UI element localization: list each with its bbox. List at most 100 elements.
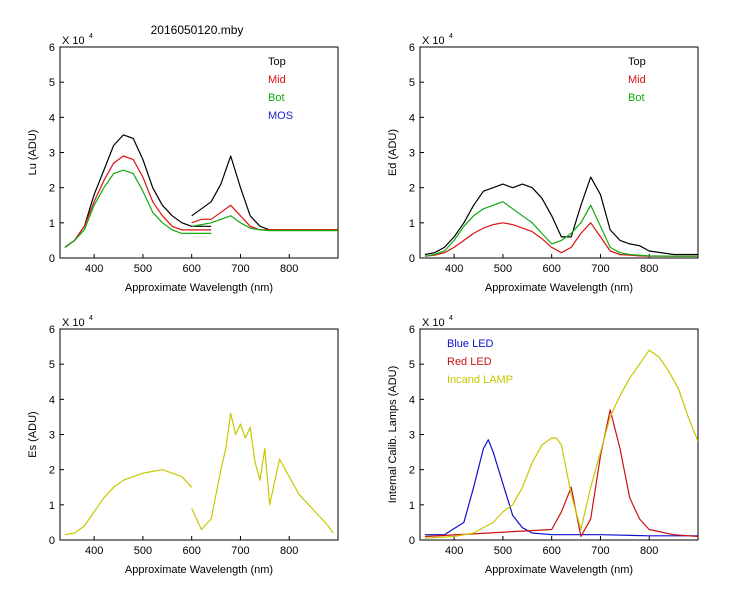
x-tick-label: 800 <box>640 545 658 557</box>
legend-entry: Top <box>628 56 646 68</box>
legend-entry: Red LED <box>447 356 492 368</box>
series-line-bot <box>191 215 338 232</box>
y-tick-label: 6 <box>409 42 415 54</box>
legend: Top Mid Bot <box>628 56 646 104</box>
series-group <box>64 134 338 248</box>
x-tick-label: 700 <box>231 545 249 557</box>
series-line-es <box>191 412 334 534</box>
chart-ed: 0 1 2 3 4 5 6 400 500 600 700 800 X 10 4 Approximate W… <box>387 33 699 294</box>
legend-entry: MOS <box>268 110 293 122</box>
y-tick-label: 0 <box>409 535 415 547</box>
chart-es: 0 1 2 3 4 5 6 400 500 600 700 800 X 10 4 Approximate W… <box>27 315 339 576</box>
x-tick-label: 600 <box>543 263 561 275</box>
x-tick-label: 700 <box>591 545 609 557</box>
y-tick-label: 2 <box>409 183 415 195</box>
chart-lu: 0 1 2 3 4 5 6 400 500 600 700 800 X 10 4 Approximate W… <box>27 33 339 294</box>
y-tick-label: 0 <box>49 253 55 265</box>
legend-entry: Bot <box>268 92 285 104</box>
axis-multiplier: X 10 <box>422 317 445 329</box>
y-axis-label: Ed (ADU) <box>387 129 399 176</box>
y-axis-label: Lu (ADU) <box>27 130 39 176</box>
series-line-mid <box>191 204 338 231</box>
x-tick-label: 400 <box>85 545 103 557</box>
figure-title: 2016050120.mby <box>151 23 244 37</box>
axis-multiplier-exponent: 4 <box>89 33 93 40</box>
x-tick-label: 600 <box>543 545 561 557</box>
y-tick-label: 2 <box>49 465 55 477</box>
x-tick-label: 700 <box>591 263 609 275</box>
x-tick-label: 500 <box>494 263 512 275</box>
y-tick-label: 6 <box>49 324 55 336</box>
y-tick-label: 1 <box>49 500 55 512</box>
legend-entry: Blue LED <box>447 338 494 350</box>
y-axis-label: Internal Calib. Lamps (ADU) <box>387 366 399 504</box>
axis-multiplier-exponent: 4 <box>449 315 453 322</box>
legend-entry: Incand LAMP <box>447 374 513 386</box>
series-group <box>424 349 698 539</box>
y-tick-label: 4 <box>409 112 415 124</box>
x-tick-label: 600 <box>183 263 201 275</box>
y-tick-label: 4 <box>49 112 55 124</box>
y-tick-label: 4 <box>409 394 415 406</box>
series-line-top <box>191 155 338 231</box>
legend-entry: Bot <box>628 92 645 104</box>
x-tick-label: 500 <box>134 545 152 557</box>
y-tick-label: 3 <box>49 148 55 160</box>
x-tick-label: 700 <box>231 263 249 275</box>
x-tick-label: 500 <box>494 545 512 557</box>
series-line-blue-led <box>424 439 698 537</box>
axis-multiplier-exponent: 4 <box>449 33 453 40</box>
axis-multiplier-exponent: 4 <box>89 315 93 322</box>
y-tick-label: 2 <box>409 465 415 477</box>
y-tick-label: 6 <box>409 324 415 336</box>
y-tick-label: 5 <box>49 359 55 371</box>
series-line-es <box>64 469 193 536</box>
series-group <box>64 412 334 536</box>
x-tick-label: 800 <box>280 545 298 557</box>
y-tick-label: 2 <box>49 183 55 195</box>
plot-frame <box>59 328 339 541</box>
chart-calib: 0 1 2 3 4 5 6 400 500 600 700 800 X 10 4 Approximate W… <box>387 315 699 576</box>
legend-entry: Mid <box>628 74 646 86</box>
x-tick-label: 600 <box>183 545 201 557</box>
y-tick-label: 5 <box>409 359 415 371</box>
legend: Blue LED Red LED Incand LAMP <box>447 338 513 386</box>
x-tick-label: 800 <box>280 263 298 275</box>
y-tick-label: 1 <box>409 500 415 512</box>
x-axis-label: Approximate Wavelength (nm) <box>485 282 633 294</box>
x-tick-label: 400 <box>445 263 463 275</box>
series-line-bot <box>424 201 698 257</box>
legend: Top Mid Bot MOS <box>268 56 293 122</box>
x-tick-label: 400 <box>85 263 103 275</box>
y-tick-label: 4 <box>49 394 55 406</box>
x-axis-label: Approximate Wavelength (nm) <box>485 564 633 576</box>
x-axis-label: Approximate Wavelength (nm) <box>125 564 273 576</box>
y-tick-label: 6 <box>49 42 55 54</box>
y-tick-label: 5 <box>49 77 55 89</box>
axis-multiplier: X 10 <box>62 317 85 329</box>
series-line-bot <box>64 169 212 248</box>
y-tick-label: 5 <box>409 77 415 89</box>
series-line-mid <box>64 155 212 248</box>
x-tick-label: 400 <box>445 545 463 557</box>
series-group <box>424 176 698 257</box>
x-tick-label: 800 <box>640 263 658 275</box>
y-tick-label: 1 <box>49 218 55 230</box>
legend-entry: Mid <box>268 74 286 86</box>
x-axis-label: Approximate Wavelength (nm) <box>125 282 273 294</box>
legend-entry: Top <box>268 56 286 68</box>
y-tick-label: 3 <box>409 430 415 442</box>
axis-multiplier: X 10 <box>422 35 445 47</box>
y-tick-label: 0 <box>49 535 55 547</box>
y-tick-label: 0 <box>409 253 415 265</box>
axis-multiplier: X 10 <box>62 35 85 47</box>
x-tick-label: 500 <box>134 263 152 275</box>
series-line-mid <box>424 222 698 257</box>
series-line-top <box>64 134 212 248</box>
y-tick-label: 3 <box>409 148 415 160</box>
y-tick-label: 1 <box>409 218 415 230</box>
y-axis-label: Es (ADU) <box>27 411 39 457</box>
series-line-top <box>424 176 698 256</box>
